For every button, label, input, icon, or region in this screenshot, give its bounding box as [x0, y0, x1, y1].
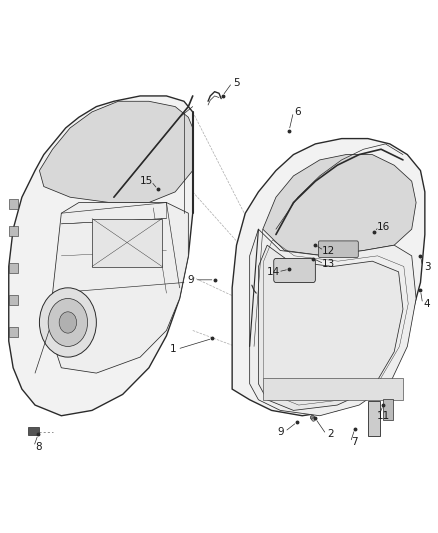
Text: 8: 8 — [35, 442, 42, 451]
Text: 15: 15 — [140, 176, 153, 186]
Text: 2: 2 — [327, 430, 334, 439]
Text: 11: 11 — [377, 411, 390, 421]
Text: 9: 9 — [187, 275, 194, 285]
Bar — [9, 327, 18, 337]
Text: 14: 14 — [267, 267, 280, 277]
FancyBboxPatch shape — [318, 241, 358, 257]
Text: 3: 3 — [424, 262, 431, 271]
Bar — [9, 226, 18, 236]
Text: 13: 13 — [322, 259, 335, 269]
FancyBboxPatch shape — [274, 259, 315, 282]
Bar — [28, 427, 39, 435]
Circle shape — [39, 288, 96, 357]
Text: 16: 16 — [377, 222, 390, 231]
Bar — [9, 199, 18, 209]
Text: 7: 7 — [351, 438, 358, 447]
Text: 12: 12 — [322, 246, 335, 255]
Text: 1: 1 — [170, 344, 177, 354]
Polygon shape — [258, 245, 403, 410]
Text: 9: 9 — [277, 427, 284, 437]
Text: 5: 5 — [233, 78, 240, 87]
Bar — [368, 401, 380, 436]
Bar — [92, 219, 162, 266]
Circle shape — [59, 312, 77, 333]
Bar — [9, 295, 18, 305]
Bar — [9, 263, 18, 273]
Polygon shape — [232, 139, 425, 416]
Circle shape — [48, 298, 88, 346]
Polygon shape — [250, 229, 416, 416]
Text: 4: 4 — [424, 299, 431, 309]
FancyBboxPatch shape — [263, 378, 403, 400]
Polygon shape — [263, 155, 416, 256]
Polygon shape — [53, 203, 188, 373]
Polygon shape — [39, 101, 193, 203]
Text: 6: 6 — [294, 107, 301, 117]
Polygon shape — [9, 96, 193, 416]
Bar — [383, 399, 393, 420]
